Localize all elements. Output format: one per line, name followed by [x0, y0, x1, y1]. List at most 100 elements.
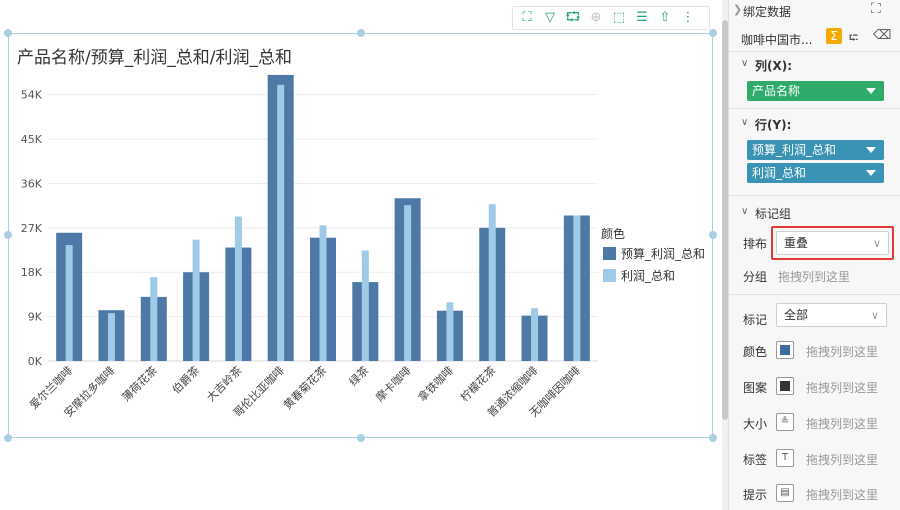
- arrange-highlight: [771, 226, 894, 260]
- fullscreen-icon[interactable]: ⛶: [522, 10, 532, 25]
- label-drop-zone[interactable]: 拖拽列到这里: [806, 453, 879, 467]
- color-swatch: [780, 345, 790, 355]
- resize-handle-bl[interactable]: [4, 434, 12, 442]
- pattern-swatch: [780, 381, 790, 391]
- chart-title: 产品名称/预算_利润_总和/利润_总和: [17, 48, 292, 68]
- legend-label: 利润_总和: [621, 269, 675, 283]
- group-drop-zone[interactable]: 拖拽列到这里: [778, 270, 851, 284]
- columns-label: 列(X):: [755, 59, 793, 73]
- resize-handle-tl[interactable]: [4, 29, 12, 37]
- chevron-down-icon: ∨: [870, 309, 879, 322]
- switch-dataset-icon[interactable]: ⛶: [871, 1, 881, 17]
- divider: [729, 195, 900, 196]
- dataset-name[interactable]: 咖啡中国市...: [741, 33, 813, 47]
- legend-title: 颜色: [601, 226, 625, 241]
- more-icon[interactable]: ⋮: [681, 10, 695, 25]
- size-icon[interactable]: ≗: [776, 413, 794, 431]
- size-prop-label: 大小: [743, 417, 768, 431]
- y-tick-label: 9K: [28, 311, 43, 324]
- bar-series2: [531, 308, 539, 361]
- chevron-down-icon[interactable]: ∨: [741, 206, 749, 217]
- export-icon[interactable]: ⇧: [659, 10, 671, 25]
- y-tick-label: 54K: [21, 89, 43, 102]
- rows-label: 行(Y):: [755, 118, 792, 132]
- bar-series2: [107, 313, 115, 361]
- arrange-label: 排布: [743, 237, 768, 251]
- tooltip-prop-label: 提示: [743, 488, 768, 502]
- x-tick-label: 薄荷花茶: [119, 363, 160, 404]
- marks-group-label: 标记组: [755, 207, 792, 221]
- label-icon[interactable]: T: [776, 449, 794, 467]
- x-tick-label: 摩卡咖啡: [373, 363, 414, 404]
- hierarchy-icon[interactable]: ⮓: [849, 31, 859, 45]
- legend-swatch: [603, 247, 616, 260]
- resize-handle-l[interactable]: [4, 231, 12, 239]
- filter-icon[interactable]: ▽: [545, 10, 555, 25]
- bar-series2: [488, 204, 496, 361]
- chart-toolbar: ⛶ ▽ ⮔ ⊕ ⬚ ☰ ⇧ ⋮: [512, 6, 710, 30]
- resize-handle-br[interactable]: [709, 434, 717, 442]
- panel-header: 绑定数据: [743, 5, 792, 19]
- sum-icon[interactable]: Σ: [826, 28, 842, 44]
- y-tick-label: 0K: [28, 355, 43, 368]
- bar-series2: [277, 84, 285, 362]
- pill-label: 产品名称: [752, 84, 801, 98]
- legend-label: 预算_利润_总和: [621, 246, 705, 261]
- resize-handle-tr[interactable]: [709, 29, 717, 37]
- row-pill-budget-profit[interactable]: 预算_利润_总和: [747, 140, 884, 160]
- group-label: 分组: [743, 270, 768, 284]
- scrollbar-thumb[interactable]: [722, 20, 728, 420]
- tooltip-drop-zone[interactable]: 拖拽列到这里: [806, 488, 879, 502]
- label-prop-label: 标签: [743, 453, 768, 467]
- resize-handle-r[interactable]: [709, 231, 717, 239]
- divider: [729, 108, 900, 109]
- pill-label: 利润_总和: [752, 166, 807, 180]
- bind-data-panel: ❯ 绑定数据 ⛶ 咖啡中国市... Σ ⮓ ⌫ ∨ 列(X): 产品名称 ∨ 行…: [728, 0, 900, 510]
- chevron-down-icon[interactable]: ∨: [741, 117, 749, 128]
- bar-series2: [192, 239, 200, 361]
- chevron-down-icon: ∨: [872, 237, 881, 250]
- marks-value: 全部: [784, 308, 809, 322]
- color-drop-zone[interactable]: 拖拽列到这里: [806, 345, 879, 359]
- y-tick-label: 18K: [21, 266, 43, 279]
- column-pill-product[interactable]: 产品名称: [747, 81, 884, 101]
- y-tick-label: 36K: [21, 177, 43, 190]
- caret-down-icon[interactable]: [866, 170, 876, 176]
- size-drop-zone[interactable]: 拖拽列到这里: [806, 417, 879, 431]
- resize-handle-b[interactable]: [357, 434, 365, 442]
- swap-axes-icon[interactable]: ⮔: [565, 10, 581, 25]
- bar-series2: [150, 277, 158, 361]
- x-tick-label: 伯爵茶: [169, 363, 202, 396]
- pattern-prop-label: 图案: [743, 381, 768, 395]
- pattern-icon[interactable]: [776, 377, 794, 395]
- row-pill-profit[interactable]: 利润_总和: [747, 163, 884, 183]
- color-icon[interactable]: [776, 341, 794, 359]
- zoom-icon[interactable]: ⊕: [590, 10, 602, 25]
- bar-series2: [65, 245, 73, 361]
- bar-series2: [446, 302, 454, 361]
- color-prop-label: 颜色: [743, 345, 768, 359]
- x-tick-label: 黄春菊花茶: [280, 363, 329, 412]
- marks-select[interactable]: 全部 ∨: [776, 303, 887, 327]
- marks-label: 标记: [743, 313, 768, 327]
- arrange-select[interactable]: 重叠 ∨: [776, 231, 889, 255]
- caret-down-icon[interactable]: [866, 147, 876, 153]
- caret-down-icon[interactable]: [866, 88, 876, 94]
- select-icon[interactable]: ⬚: [612, 10, 626, 25]
- collapse-panel-icon[interactable]: ❯: [733, 3, 743, 16]
- eraser-icon[interactable]: ⌫: [873, 28, 892, 43]
- x-tick-label: 拿铁咖啡: [415, 363, 456, 404]
- tooltip-icon[interactable]: ▤: [776, 484, 794, 502]
- resize-handle-t[interactable]: [357, 29, 365, 37]
- legend-swatch: [603, 269, 616, 282]
- chevron-down-icon[interactable]: ∨: [741, 58, 749, 69]
- y-tick-label: 27K: [21, 222, 43, 235]
- bar-series2: [361, 250, 369, 361]
- x-tick-label: 柠檬花茶: [457, 363, 498, 404]
- pill-label: 预算_利润_总和: [752, 143, 837, 157]
- y-tick-label: 45K: [21, 133, 43, 146]
- list-icon[interactable]: ☰: [636, 10, 648, 25]
- chart-canvas: ⛶ ▽ ⮔ ⊕ ⬚ ☰ ⇧ ⋮ 产品名称/预算_利润_总和/利润_总和 0K 9K…: [4, 6, 717, 442]
- pattern-drop-zone[interactable]: 拖拽列到这里: [806, 381, 879, 395]
